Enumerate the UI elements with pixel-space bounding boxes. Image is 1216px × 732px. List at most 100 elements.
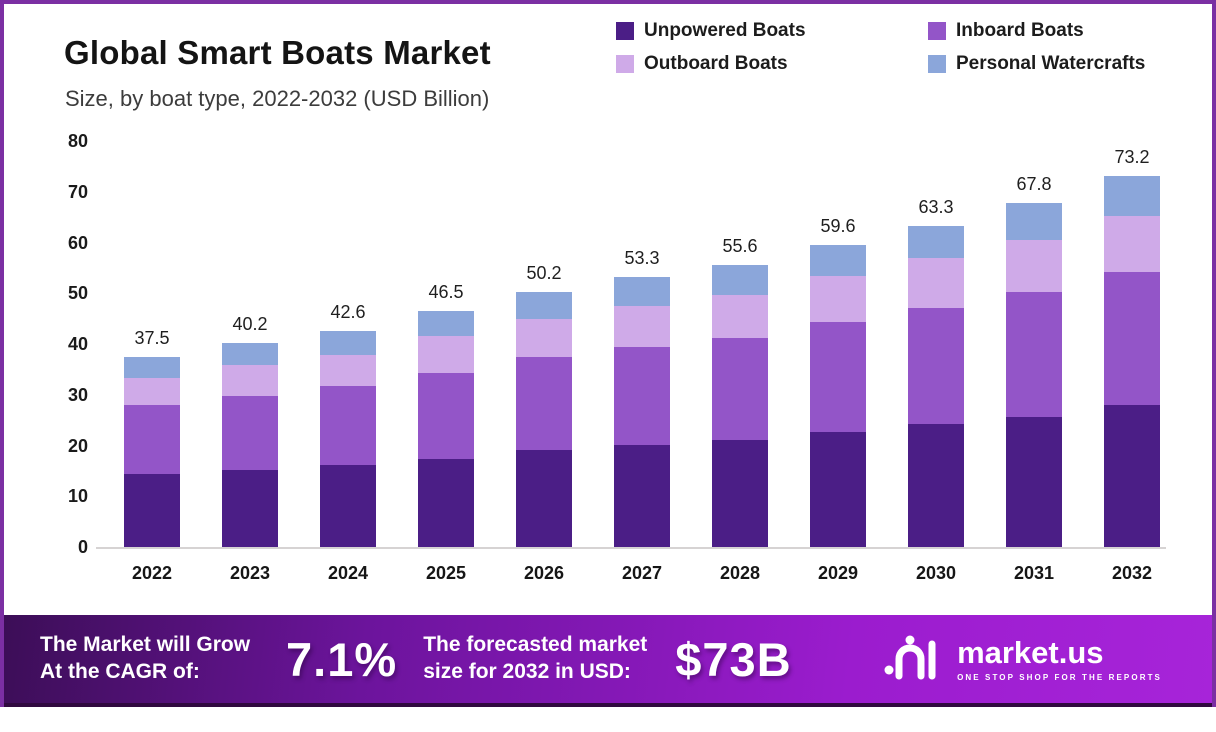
x-tick-2030: 2030	[915, 563, 957, 583]
legend-label: Inboard Boats	[956, 20, 1084, 41]
x-tick-2027: 2027	[621, 563, 663, 583]
x-tick-2029: 2029	[817, 563, 859, 583]
forecast-label: The forecasted market size for 2032 in U…	[423, 632, 647, 686]
x-tick-2024: 2024	[327, 563, 369, 583]
bar-2022: 37.5 2022	[124, 328, 180, 583]
bar-total-label-2028: 55.6	[722, 235, 758, 256]
bar-segment-2032-outboard-boats	[1104, 215, 1160, 273]
bar-segment-2028-personal-watercrafts	[712, 264, 768, 296]
footer-banner: The Market will Grow At the CAGR of: 7.1…	[4, 615, 1212, 707]
bar-segment-2030-unpowered-boats	[908, 423, 964, 547]
x-axis-line	[96, 547, 1166, 549]
bar-2024: 42.6 2024	[320, 302, 376, 583]
x-tick-2023: 2023	[229, 563, 271, 583]
bar-segment-2024-outboard-boats	[320, 354, 376, 386]
bar-segment-2032-inboard-boats	[1104, 272, 1160, 405]
cagr-label-line1: The Market will Grow	[40, 633, 251, 657]
x-tick-2028: 2028	[719, 563, 761, 583]
bar-segment-2031-unpowered-boats	[1006, 416, 1062, 547]
legend-label: Outboard Boats	[644, 53, 788, 74]
bar-total-label-2022: 37.5	[134, 327, 170, 348]
y-tick-40: 40	[67, 334, 88, 354]
bar-segment-2027-inboard-boats	[614, 347, 670, 445]
cagr-label-line2: At the CAGR of:	[40, 660, 200, 683]
legend: Unpowered Boats Inboard Boats Outboard Boa…	[616, 20, 1145, 75]
bar-segment-2022-unpowered-boats	[124, 473, 180, 547]
y-tick-30: 30	[67, 384, 88, 405]
bar-2026: 50.2 2026	[516, 263, 572, 583]
brand-tagline: ONE STOP SHOP FOR THE REPORTS	[957, 672, 1162, 682]
legend-item-unpowered-boats: Unpowered Boats	[616, 20, 928, 42]
bar-segment-2026-personal-watercrafts	[516, 292, 572, 319]
bar-total-label-2023: 40.2	[232, 314, 268, 335]
bar-total-label-2030: 63.3	[918, 196, 954, 217]
bar-total-label-2029: 59.6	[820, 215, 856, 236]
legend-item-outboard-boats: Outboard Boats	[616, 53, 928, 75]
brand-logo: market.us ONE STOP SHOP FOR THE REPORTS	[883, 632, 1176, 686]
y-tick-80: 80	[67, 131, 88, 151]
bar-segment-2026-outboard-boats	[516, 318, 572, 358]
bar-segment-2025-personal-watercrafts	[418, 311, 474, 336]
x-tick-2022: 2022	[131, 563, 173, 583]
x-tick-2031: 2031	[1013, 563, 1055, 583]
forecast-value: $73B	[675, 632, 792, 686]
cagr-value: 7.1%	[286, 632, 398, 686]
bar-segment-2032-unpowered-boats	[1104, 404, 1160, 547]
legend-item-inboard-boats: Inboard Boats	[928, 20, 1145, 42]
bar-segment-2032-personal-watercrafts	[1104, 175, 1160, 216]
page-title: Global Smart Boats Market	[64, 34, 491, 71]
bar-segment-2024-unpowered-boats	[320, 465, 376, 547]
bar-segment-2024-personal-watercrafts	[320, 330, 376, 355]
forecast-label-line1: The forecasted market	[423, 633, 648, 657]
bar-segment-2027-outboard-boats	[614, 305, 670, 348]
infographic-frame: Global Smart Boats Market Size, by boat …	[0, 0, 1216, 707]
bar-2030: 63.3 2030	[908, 197, 964, 583]
bar-segment-2029-personal-watercrafts	[810, 244, 866, 276]
bar-segment-2024-inboard-boats	[320, 385, 376, 466]
bar-segment-2022-inboard-boats	[124, 404, 180, 474]
bar-segment-2026-unpowered-boats	[516, 450, 572, 547]
bar-total-label-2026: 50.2	[526, 263, 562, 284]
bar-total-label-2025: 46.5	[428, 282, 464, 303]
y-tick-70: 70	[67, 181, 88, 202]
y-tick-0: 0	[77, 537, 88, 557]
brand-text: market.us ONE STOP SHOP FOR THE REPORTS	[957, 637, 1162, 682]
bar-total-label-2027: 53.3	[624, 247, 660, 268]
chart-section: Global Smart Boats Market Size, by boat …	[4, 4, 1212, 615]
bar-2031: 67.8 2031	[1006, 174, 1062, 583]
cagr-label: The Market will Grow At the CAGR of:	[40, 632, 250, 686]
bar-segment-2031-outboard-boats	[1006, 239, 1062, 293]
bar-2023: 40.2 2023	[222, 314, 278, 583]
bar-2032: 73.2 2032	[1104, 147, 1160, 583]
x-tick-2032: 2032	[1111, 563, 1153, 583]
bar-segment-2023-unpowered-boats	[222, 469, 278, 547]
y-tick-50: 50	[67, 283, 88, 304]
forecast-label-line2: size for 2032 in USD:	[423, 660, 631, 683]
bar-segment-2029-unpowered-boats	[810, 432, 866, 547]
bar-segment-2027-unpowered-boats	[614, 445, 670, 547]
bar-segment-2031-personal-watercrafts	[1006, 203, 1062, 240]
brand-name: market.us	[957, 634, 1104, 670]
y-tick-60: 60	[67, 232, 88, 253]
bar-segment-2023-inboard-boats	[222, 395, 278, 470]
bar-segment-2028-outboard-boats	[712, 295, 768, 338]
x-tick-2026: 2026	[523, 563, 565, 583]
y-tick-10: 10	[67, 486, 88, 507]
legend-swatch-icon	[616, 22, 634, 40]
y-tick-20: 20	[67, 435, 88, 456]
bars-row: 37.5 2022 40.2 2023 42.6 2024 46.5 2025 50.2 2026…	[124, 147, 1160, 583]
bar-segment-2028-unpowered-boats	[712, 439, 768, 547]
bar-total-label-2024: 42.6	[330, 301, 366, 322]
legend-swatch-icon	[616, 55, 634, 73]
bar-2029: 59.6 2029	[810, 216, 866, 583]
legend-label: Personal Watercrafts	[956, 53, 1146, 74]
legend-item-personal-watercrafts: Personal Watercrafts	[928, 53, 1145, 75]
bar-2027: 53.3 2027	[614, 248, 670, 583]
bar-segment-2026-inboard-boats	[516, 357, 572, 451]
bar-segment-2031-inboard-boats	[1006, 292, 1062, 417]
bar-segment-2023-outboard-boats	[222, 365, 278, 396]
legend-label: Unpowered Boats	[644, 20, 806, 41]
marketus-logo-icon	[884, 635, 936, 680]
y-axis: 0 10 20 30 40 50 60 70 80	[4, 4, 88, 615]
page-subtitle: Size, by boat type, 2022-2032 (USD Billi…	[65, 86, 490, 111]
